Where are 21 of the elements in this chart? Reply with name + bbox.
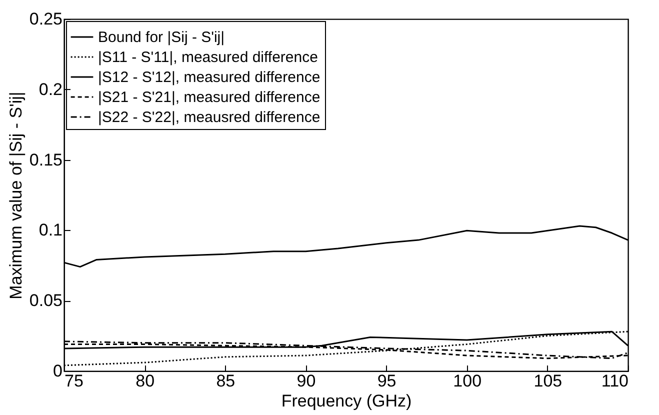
y-tick-label: 0.1	[38, 220, 62, 240]
x-tick-label: 105	[534, 372, 562, 390]
x-tick-label: 95	[377, 372, 396, 390]
x-tick-label: 80	[136, 372, 155, 390]
y-axis-title: Maximum value of |Sij - S'ij|	[6, 92, 26, 300]
x-tick-label: 100	[453, 372, 482, 390]
legend-label: |S21 - S'21|, measured difference	[98, 89, 320, 106]
x-tick-label: 110	[601, 372, 628, 390]
y-tick-label: 0.25	[29, 10, 62, 28]
y-tick-label: 0.05	[29, 291, 62, 310]
y-tick-label: 0.2	[38, 80, 62, 99]
legend-label: Bound for |Sij - S'ij|	[98, 29, 225, 46]
y-tick-label: 0	[53, 362, 62, 380]
legend-label: |S12 - S'12|, measured difference	[98, 69, 320, 86]
x-tick-label: 90	[296, 372, 316, 390]
legend-label: |S11 - S'11|, measured difference	[98, 49, 318, 66]
legend-label: |S22 - S'22|, meausred difference	[98, 109, 320, 126]
x-tick-label: 75	[64, 372, 84, 390]
y-tick-label: 0.15	[29, 150, 62, 170]
x-tick-label: 85	[216, 372, 236, 390]
x-axis-title: Frequency (GHz)	[281, 392, 412, 410]
